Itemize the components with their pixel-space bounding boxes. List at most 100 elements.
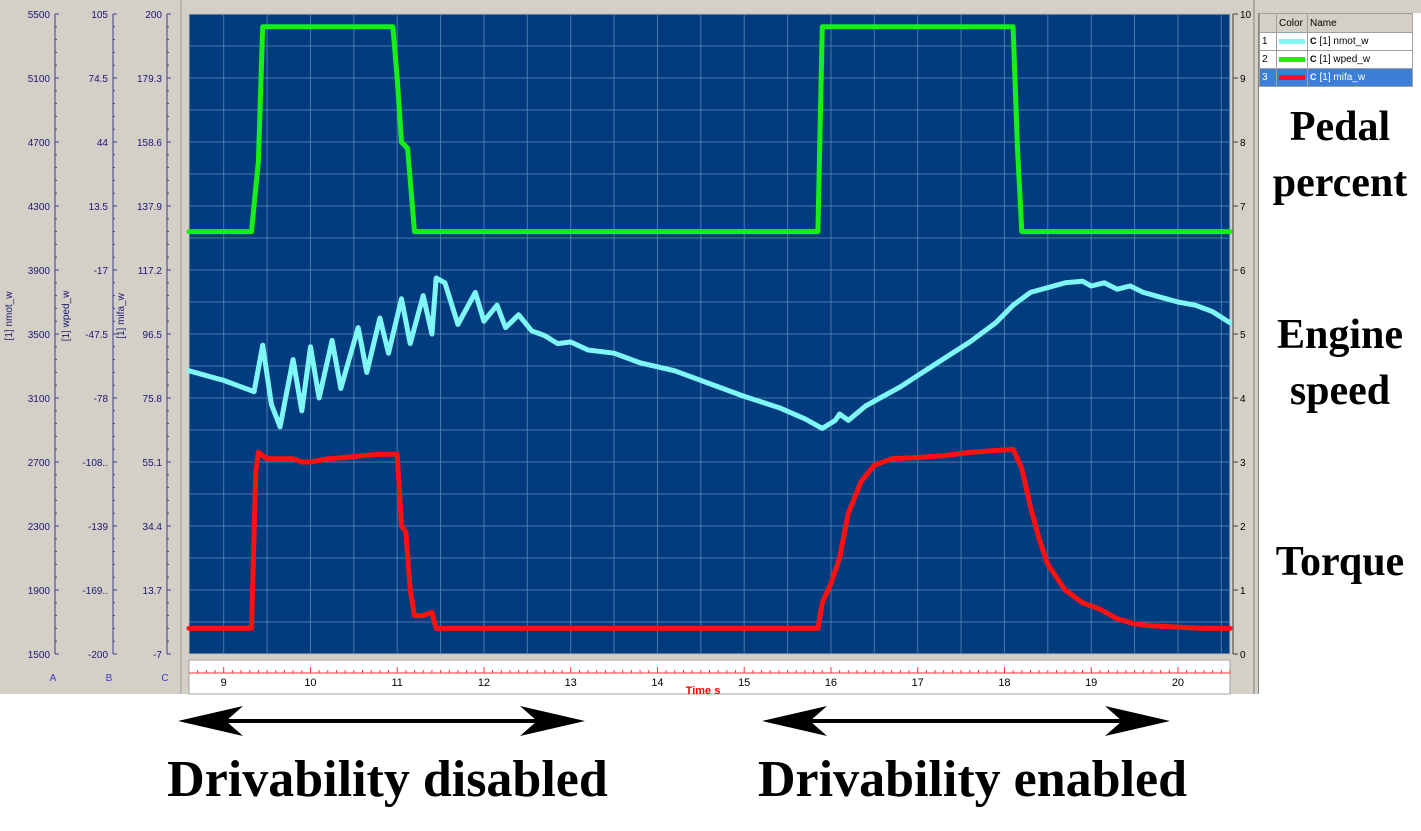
y-axis-name: [1] nmot_w [4, 291, 15, 341]
y-tick-label: -169.. [82, 586, 108, 597]
legend-row[interactable]: 1 C [1] nmot_w [1259, 32, 1413, 51]
y-tick-label: 3900 [28, 266, 51, 277]
channel-icon: C [1310, 36, 1317, 46]
x-tick-label: 20 [1172, 677, 1184, 689]
x-tick-label: 10 [304, 677, 316, 689]
x-tick-label: 13 [565, 677, 577, 689]
x-tick-label: 18 [998, 677, 1010, 689]
color-swatch [1279, 74, 1305, 80]
y-tick-label: 55.1 [143, 458, 163, 469]
y-tick-label: 200 [145, 10, 162, 21]
y-tick-label: 179.3 [137, 74, 162, 85]
series-line [186, 446, 1233, 631]
y-tick-label: 5100 [28, 74, 51, 85]
y-tick-label: 13.7 [143, 586, 163, 597]
channel-icon: C [1310, 54, 1317, 64]
x-tick-label: 11 [391, 677, 402, 689]
x-tick-label: 9 [221, 677, 227, 689]
y-tick-label: 75.8 [143, 394, 163, 405]
y-tick-label: -78 [94, 394, 109, 405]
y-tick-label: 158.6 [137, 138, 162, 149]
y-tick-label: 4700 [28, 138, 51, 149]
legend-row-label: [1] mifa_w [1319, 72, 1366, 83]
arrow-head-right [1105, 706, 1170, 736]
y-tick-label: 96.5 [143, 330, 163, 341]
legend-row-name: C [1] nmot_w [1307, 32, 1413, 51]
color-swatch [1279, 38, 1305, 44]
y-tick-label: -7 [153, 650, 162, 661]
drivability-enabled-annotation: Drivability enabled [757, 751, 1188, 808]
y-axis-name: [1] mifa_w [116, 292, 127, 338]
legend-row[interactable]: 2 C [1] wped_w [1259, 50, 1413, 69]
legend-header-index [1259, 13, 1277, 33]
y-tick-label: 13.5 [89, 202, 109, 213]
x-axis-group: 9 10 11 12 13 14 15 16 17 18 19 20 Time s [188, 659, 1231, 697]
y-tick-label: -47.5 [85, 330, 108, 341]
right-tick-label: 1 [1240, 586, 1246, 597]
x-tick-label: 16 [825, 677, 837, 689]
y-tick-label: -200 [88, 650, 108, 661]
right-tick-label: 4 [1240, 394, 1246, 405]
legend-row-name: C [1] mifa_w [1307, 68, 1413, 87]
y-tick-label: -17 [94, 266, 109, 277]
arrow-head-left [762, 706, 827, 736]
x-tick-label: 17 [912, 677, 924, 689]
axis-id-label: B [106, 673, 113, 684]
legend-header-row: Color Name [1259, 13, 1413, 33]
signal-legend-panel[interactable]: Color Name 1 C [1] nmot_w 2 C [1] wped_w 3… [1258, 13, 1421, 694]
y-tick-label: 3500 [28, 330, 51, 341]
right-tick-label: 3 [1240, 458, 1246, 469]
legend-row-selected[interactable]: 3 C [1] mifa_w [1259, 68, 1413, 87]
legend-row-label: [1] nmot_w [1319, 36, 1369, 47]
left-axes-group: 5500 5100 4700 4300 3900 3500 3100 2700 2300 1900… [4, 0, 182, 694]
arrow-head-right [520, 706, 585, 736]
x-tick-label: 14 [651, 677, 663, 689]
y-tick-label: -108.. [82, 458, 108, 469]
right-tick-label: 0 [1240, 650, 1246, 661]
channel-icon: C [1310, 72, 1317, 82]
series-line [186, 275, 1233, 431]
y-tick-label: 2700 [28, 458, 51, 469]
color-swatch [1279, 56, 1305, 62]
y-tick-label: 105 [91, 10, 108, 21]
legend-row-color [1276, 32, 1308, 51]
y-tick-label: 5500 [28, 10, 51, 21]
arrows-group [178, 706, 1170, 736]
right-tick-label: 8 [1240, 138, 1246, 149]
axis-id-label: C [161, 673, 168, 684]
legend-row-index: 3 [1259, 68, 1277, 87]
axis-id-label: A [50, 673, 57, 684]
x-tick-label: 19 [1085, 677, 1097, 689]
x-axis-panel [188, 659, 1231, 695]
right-tick-label: 6 [1240, 266, 1246, 277]
y-tick-label: 1900 [28, 586, 51, 597]
y-tick-label: 3100 [28, 394, 51, 405]
y-tick-label: 2300 [28, 522, 51, 533]
torque-annotation: Torque [1275, 539, 1405, 585]
drivability-disabled-annotation: Drivability disabled [167, 751, 608, 808]
legend-row-index: 2 [1259, 50, 1277, 69]
y-tick-label: 44 [97, 138, 109, 149]
legend-table: Color Name 1 C [1] nmot_w 2 C [1] wped_w 3… [1259, 13, 1413, 87]
legend-row-name: C [1] wped_w [1307, 50, 1413, 69]
right-tick-label: 10 [1240, 10, 1252, 21]
x-axis-title: Time s [686, 685, 721, 697]
y-tick-label: 34.4 [143, 522, 163, 533]
y-tick-label: 4300 [28, 202, 51, 213]
y-tick-label: 137.9 [137, 202, 162, 213]
y-tick-label: 1500 [28, 650, 51, 661]
legend-row-label: [1] wped_w [1319, 54, 1371, 65]
right-tick-label: 9 [1240, 74, 1246, 85]
y-tick-label: 117.2 [138, 266, 163, 277]
engine-speed-annotation: Engine speed [1276, 312, 1404, 414]
legend-row-index: 1 [1259, 32, 1277, 51]
x-tick-label: 12 [478, 677, 490, 689]
plot-area-group [186, 13, 1233, 655]
legend-header-color[interactable]: Color [1276, 13, 1308, 33]
y-tick-label: 74.5 [89, 74, 109, 85]
series-line [186, 24, 1233, 235]
legend-header-name[interactable]: Name [1307, 13, 1413, 33]
legend-row-color [1276, 68, 1308, 87]
